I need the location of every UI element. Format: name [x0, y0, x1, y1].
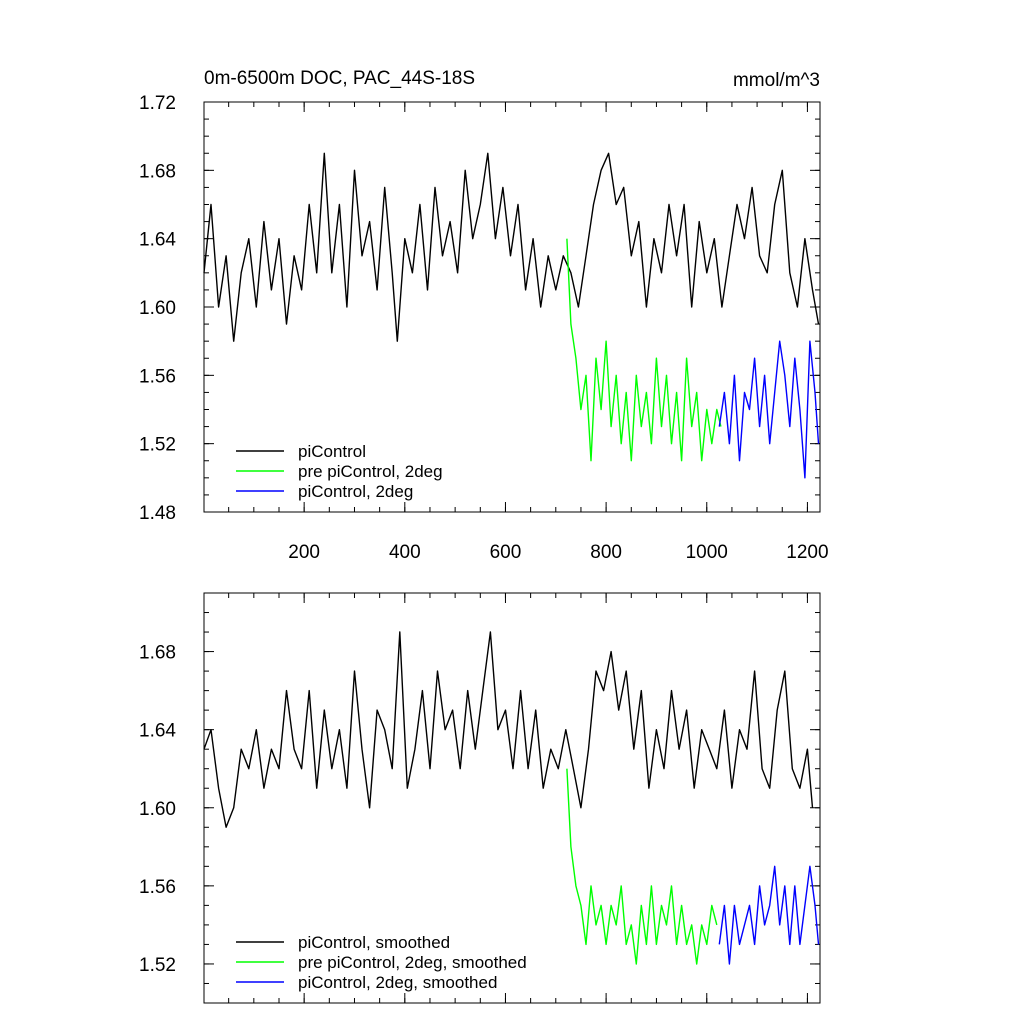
x-tick-label: 1000	[686, 542, 728, 563]
x-tick-label: 400	[389, 542, 421, 563]
legend-label: pre piControl, 2deg	[298, 462, 443, 481]
x-tick-label: 200	[288, 542, 320, 563]
y-tick-label: 1.56	[139, 366, 176, 387]
series-line	[718, 340, 820, 479]
y-tick-label: 1.68	[139, 643, 176, 664]
series-line	[566, 238, 722, 462]
x-tick-label: 600	[490, 542, 522, 563]
y-tick-label: 1.48	[139, 503, 176, 524]
x-tick-label: 800	[590, 542, 622, 563]
series-line	[203, 631, 814, 828]
y-tick-label: 1.64	[139, 721, 176, 742]
y-tick-label: 1.52	[139, 955, 176, 976]
y-tick-label: 1.60	[139, 298, 176, 319]
series-line	[203, 152, 820, 342]
legend-label: piControl, 2deg, smoothed	[298, 973, 497, 992]
legend-label: piControl, 2deg	[298, 482, 413, 501]
y-tick-label: 1.52	[139, 435, 176, 456]
legend-label: pre piControl, 2deg, smoothed	[298, 953, 527, 972]
x-tick-label: 1200	[786, 542, 828, 563]
top-panel: 1.48 1.52 1.56 1.60 1.64 1.68 1.72 200 400 600 800…	[139, 93, 829, 563]
series-line	[718, 865, 820, 965]
y-tick-label: 1.64	[139, 230, 176, 251]
legend-label: piControl	[298, 442, 366, 461]
y-tick-label: 1.72	[139, 93, 176, 114]
chart-title: 0m-6500m DOC, PAC_44S-18S	[204, 68, 475, 89]
plot-frame	[203, 592, 821, 1004]
legend-label: piControl, smoothed	[298, 933, 450, 952]
y-tick-label: 1.68	[139, 161, 176, 182]
plot-frame	[203, 101, 821, 513]
series-line	[566, 768, 718, 965]
y-tick-label: 1.60	[139, 799, 176, 820]
units-label: mmol/m^3	[733, 70, 820, 91]
y-tick-label: 1.56	[139, 877, 176, 898]
